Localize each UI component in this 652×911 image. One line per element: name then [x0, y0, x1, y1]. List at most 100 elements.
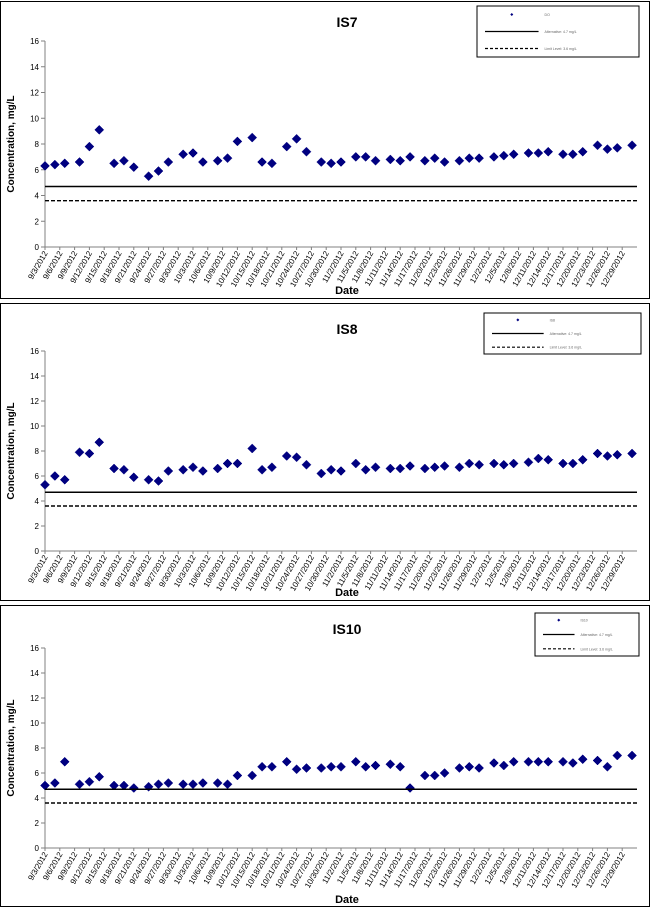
is7-data-point [212, 155, 223, 166]
is8-data-point [602, 451, 613, 461]
is8-legend-marker [516, 318, 520, 322]
is7-data-point [143, 171, 154, 182]
is10-data-point [74, 779, 85, 790]
is8-data-point [94, 437, 105, 448]
is7-data-point [301, 146, 312, 157]
is7-data-point [464, 153, 475, 164]
is7-legend: DO Alternative: 4.7 mg/L Limit Level: 3.6 … [476, 5, 640, 58]
is10-legend-marker [557, 618, 561, 622]
is7-y-axis-label: Concentration, mg/L [6, 95, 17, 192]
is8-data-point [498, 459, 509, 470]
is7-data-point [360, 152, 371, 162]
is8-y-tick-label: 16 [30, 347, 39, 356]
is10-data-point [439, 768, 450, 778]
is8-data-point [247, 443, 258, 454]
is8-data-point [232, 458, 243, 469]
is10-data-point [326, 761, 336, 772]
is7-legend-entry: DO [545, 13, 551, 17]
is10-data-point [508, 756, 519, 767]
is7-data-point [59, 158, 70, 169]
is7-y-tick-label: 4 [35, 192, 40, 201]
is8-data-point [153, 476, 164, 486]
is8-legend: IS8 Alternative: 4.7 mg/L Limit Level: 3.6… [483, 312, 642, 355]
is7-y-tick-label: 16 [30, 37, 39, 46]
is8-data-point [143, 474, 154, 485]
is10-data-point [627, 750, 637, 761]
is8-data-point [405, 461, 415, 471]
is7-y-tick-label: 6 [35, 166, 40, 175]
is10-data-point [405, 783, 415, 793]
is7-data-point [592, 140, 603, 151]
is7-data-point [577, 146, 588, 157]
is7-legend-entry: Limit Level: 3.6 mg/L [545, 47, 577, 51]
is8-data-point [291, 452, 302, 463]
is10-y-tick-label: 12 [30, 694, 39, 703]
is7-data-point [128, 162, 139, 173]
chart-panel-is10: IS10 Concentration, mg/L 0 2 4 6 8 10 12 14 16 9/3/… [0, 605, 650, 907]
is8-data-point [474, 459, 484, 470]
is10-data-point [222, 779, 233, 790]
is7-data-point [489, 152, 499, 162]
is8-data-point [439, 461, 450, 471]
is10-data-point [612, 750, 623, 761]
is10-data-point [198, 778, 208, 788]
is10-y-tick-label: 10 [30, 719, 39, 728]
is10-data-point [454, 763, 465, 773]
chart-panel-is8: IS8 Concentration, mg/L 0 2 4 6 8 10 12 14 16 9/3/2… [0, 303, 650, 601]
is8-data-point [558, 458, 568, 469]
is8-y-axis-label: Concentration, mg/L [6, 402, 17, 499]
is8-data-point [281, 451, 292, 461]
is8-data-point [128, 472, 139, 483]
is10-data-point [350, 756, 361, 767]
is10-data-point [420, 770, 430, 781]
is10-data-point [474, 763, 484, 773]
is10-data-point [119, 780, 129, 791]
is8-data-point [385, 463, 396, 474]
is10-data-point [291, 764, 302, 775]
is10-data-point [84, 776, 95, 787]
is8-data-point [464, 458, 475, 469]
is8-data-point [627, 448, 637, 459]
is10-data-point [489, 758, 499, 768]
is8-data-point [212, 463, 223, 474]
is8-data-point [109, 463, 119, 474]
is10-data-point [40, 780, 50, 791]
is10-data-point [429, 770, 440, 781]
is10-data-point [59, 756, 70, 767]
is7-y-tick-label: 10 [30, 114, 39, 123]
is8-data-point [543, 454, 554, 465]
is10-data-point [94, 771, 105, 782]
is10-data-point [602, 761, 613, 772]
is8-data-point [257, 464, 267, 475]
is7-data-point [291, 133, 302, 144]
is7-legend-entry: Alternative: 4.7 mg/L [545, 30, 577, 34]
is10-data-point [568, 758, 578, 768]
is10-data-point [360, 761, 371, 772]
is8-data-point [360, 464, 371, 475]
is7-data-point [84, 141, 95, 152]
is10-y-tick-label: 2 [35, 819, 40, 828]
is7-data-point [94, 124, 105, 135]
is8-y-tick-label: 14 [30, 372, 39, 381]
is8-y-tick-label: 2 [35, 522, 40, 531]
is10-data-point [50, 778, 60, 788]
is7-data-point [50, 159, 60, 170]
is7-data-point [508, 149, 519, 160]
is10-data-point [232, 770, 243, 781]
is10-y-tick-label: 8 [35, 744, 40, 753]
is7-data-point [454, 155, 465, 166]
is7-data-point [474, 153, 484, 164]
is8-data-point [370, 462, 381, 473]
is8-y-tick-label: 8 [35, 447, 40, 456]
is10-data-point [592, 755, 603, 766]
is8-legend-entry: Limit Level: 3.6 mg/L [550, 346, 582, 350]
is10-data-point [109, 780, 119, 791]
is8-y-tick-label: 4 [35, 497, 40, 506]
is7-data-point [40, 161, 50, 171]
is7-data-point [153, 166, 164, 176]
is8-y-tick-label: 0 [35, 547, 40, 556]
is7-data-point [370, 155, 381, 166]
